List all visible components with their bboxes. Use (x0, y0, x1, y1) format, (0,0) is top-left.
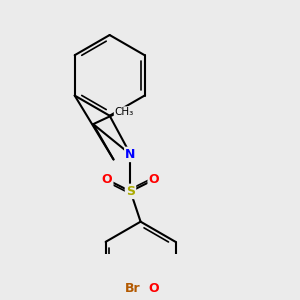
Text: CH₃: CH₃ (115, 107, 134, 117)
Text: Br: Br (125, 282, 140, 296)
Text: N: N (125, 148, 136, 161)
Text: O: O (102, 173, 112, 186)
Text: O: O (149, 173, 159, 186)
Text: O: O (148, 282, 159, 296)
Text: S: S (126, 185, 135, 198)
